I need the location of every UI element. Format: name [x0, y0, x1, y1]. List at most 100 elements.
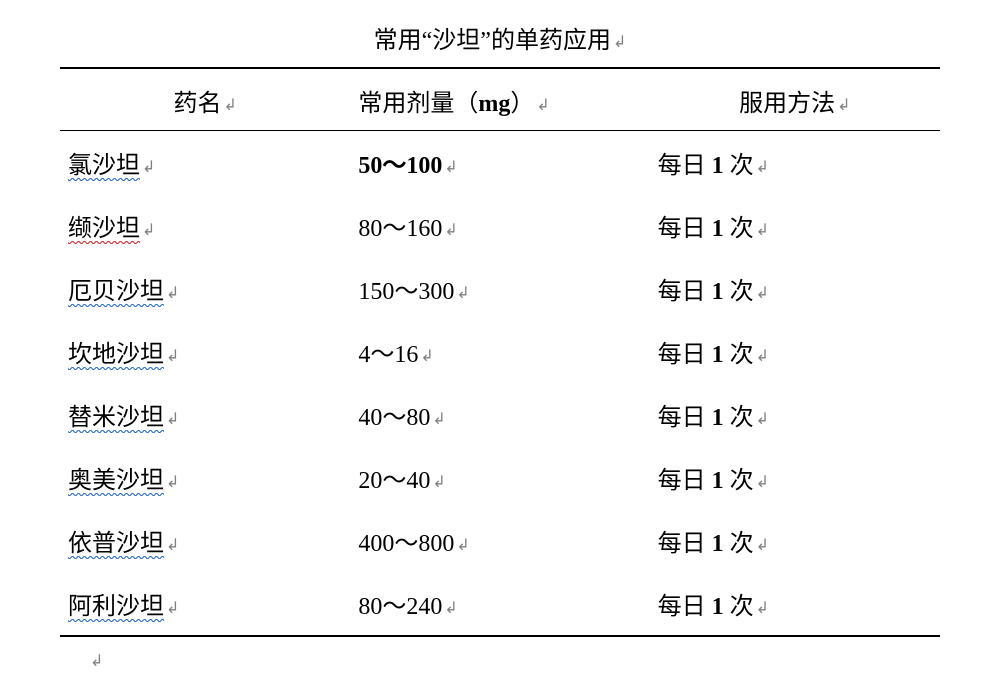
table-body: 氯沙坦↲50～100↲每日 1 次↲缬沙坦↲80～160↲每日 1 次↲厄贝沙坦…	[60, 131, 940, 637]
usage-count: 1	[712, 153, 724, 179]
column-header-name-text: 药名	[173, 91, 221, 117]
table-row: 阿利沙坦↲80～240↲每日 1 次↲	[60, 572, 940, 636]
return-mark-icon: ↲	[444, 157, 457, 177]
document-page: 常用“沙坦”的单药应用↲ 药名↲ 常用剂量（mg）↲ 服用方法↲ 氯沙坦↲50～…	[0, 0, 1000, 674]
drug-name-text: 缬沙坦	[68, 216, 140, 244]
cell-drug-name: 缬沙坦↲	[60, 194, 350, 257]
usage-count: 1	[712, 342, 724, 368]
dose-text: 400～800	[358, 531, 454, 557]
table-header-row: 药名↲ 常用剂量（mg）↲ 服用方法↲	[60, 68, 940, 131]
cell-drug-name: 依普沙坦↲	[60, 509, 350, 572]
return-mark-icon: ↲	[166, 409, 179, 429]
column-header-name: 药名↲	[60, 68, 350, 131]
cell-usage: 每日 1 次↲	[650, 509, 940, 572]
return-mark-icon: ↲	[420, 346, 433, 366]
cell-dose: 4～16↲	[350, 320, 649, 383]
cell-dose: 50～100↲	[350, 131, 649, 195]
usage-count: 1	[712, 405, 724, 431]
return-mark-icon: ↲	[432, 409, 445, 429]
drug-name-text: 坎地沙坦	[68, 342, 164, 370]
usage-pre-text: 每日	[658, 216, 712, 242]
drug-name-text: 阿利沙坦	[68, 594, 164, 622]
cell-drug-name: 氯沙坦↲	[60, 131, 350, 195]
usage-pre-text: 每日	[658, 594, 712, 620]
cell-drug-name: 奥美沙坦↲	[60, 446, 350, 509]
return-mark-icon: ↲	[756, 472, 769, 492]
cell-dose: 400～800↲	[350, 509, 649, 572]
dose-text: 20～40	[358, 468, 430, 494]
cell-dose: 80～160↲	[350, 194, 649, 257]
drug-name-text: 奥美沙坦	[68, 468, 164, 496]
column-header-dose-prefix: 常用剂量（	[358, 91, 478, 117]
return-mark-icon: ↲	[756, 220, 769, 240]
cell-dose: 80～240↲	[350, 572, 649, 636]
return-mark-icon: ↲	[756, 409, 769, 429]
usage-post-text: 次	[724, 153, 754, 179]
cell-usage: 每日 1 次↲	[650, 383, 940, 446]
dose-text: 150～300	[358, 279, 454, 305]
return-mark-icon: ↲	[756, 598, 769, 618]
return-mark-icon: ↲	[456, 283, 469, 303]
usage-post-text: 次	[724, 216, 754, 242]
usage-pre-text: 每日	[658, 342, 712, 368]
return-mark-icon: ↲	[756, 157, 769, 177]
usage-post-text: 次	[724, 342, 754, 368]
column-header-usage: 服用方法↲	[650, 68, 940, 131]
return-mark-icon: ↲	[444, 220, 457, 240]
table-row: 替米沙坦↲40～80↲每日 1 次↲	[60, 383, 940, 446]
return-mark-icon: ↲	[142, 220, 155, 240]
dose-text: 80～240	[358, 594, 442, 620]
cell-dose: 150～300↲	[350, 257, 649, 320]
return-mark-icon: ↲	[166, 598, 179, 618]
cell-usage: 每日 1 次↲	[650, 131, 940, 195]
drug-name-text: 厄贝沙坦	[68, 279, 164, 307]
usage-count: 1	[712, 279, 724, 305]
usage-post-text: 次	[724, 279, 754, 305]
dose-text: 40～80	[358, 405, 430, 431]
return-mark-icon: ↲	[536, 95, 549, 115]
return-mark-icon: ↲	[756, 283, 769, 303]
return-mark-icon: ↲	[444, 598, 457, 618]
cell-drug-name: 阿利沙坦↲	[60, 572, 350, 636]
dose-text: 80～160	[358, 216, 442, 242]
cell-drug-name: 坎地沙坦↲	[60, 320, 350, 383]
medication-table: 药名↲ 常用剂量（mg）↲ 服用方法↲ 氯沙坦↲50～100↲每日 1 次↲缬沙…	[60, 67, 940, 637]
column-header-dose: 常用剂量（mg）↲	[350, 68, 649, 131]
usage-count: 1	[712, 531, 724, 557]
table-row: 缬沙坦↲80～160↲每日 1 次↲	[60, 194, 940, 257]
cell-usage: 每日 1 次↲	[650, 194, 940, 257]
return-mark-icon: ↲	[456, 535, 469, 555]
usage-pre-text: 每日	[658, 279, 712, 305]
drug-name-text: 依普沙坦	[68, 531, 164, 559]
table-row: 氯沙坦↲50～100↲每日 1 次↲	[60, 131, 940, 195]
usage-pre-text: 每日	[658, 468, 712, 494]
return-mark-icon: ↲	[90, 651, 103, 671]
usage-post-text: 次	[724, 531, 754, 557]
cell-dose: 20～40↲	[350, 446, 649, 509]
column-header-usage-text: 服用方法	[739, 91, 835, 117]
return-mark-icon: ↲	[166, 535, 179, 555]
column-header-dose-suffix: ）	[510, 91, 534, 117]
return-mark-icon: ↲	[756, 535, 769, 555]
drug-name-text: 氯沙坦	[68, 153, 140, 181]
dose-text: 50～100	[358, 153, 442, 179]
usage-pre-text: 每日	[658, 531, 712, 557]
return-mark-icon: ↲	[837, 95, 850, 115]
usage-count: 1	[712, 594, 724, 620]
usage-count: 1	[712, 216, 724, 242]
return-mark-icon: ↲	[756, 346, 769, 366]
return-mark-icon: ↲	[223, 95, 236, 115]
cell-usage: 每日 1 次↲	[650, 257, 940, 320]
cell-usage: 每日 1 次↲	[650, 446, 940, 509]
cell-drug-name: 厄贝沙坦↲	[60, 257, 350, 320]
dose-text: 4～16	[358, 342, 418, 368]
column-header-dose-unit: mg	[478, 91, 510, 117]
cell-usage: 每日 1 次↲	[650, 320, 940, 383]
cell-usage: 每日 1 次↲	[650, 572, 940, 636]
return-mark-icon: ↲	[166, 283, 179, 303]
return-mark-icon: ↲	[432, 472, 445, 492]
return-mark-icon: ↲	[613, 32, 626, 52]
usage-pre-text: 每日	[658, 405, 712, 431]
trailing-paragraph: ↲	[60, 637, 940, 674]
table-title-row: 常用“沙坦”的单药应用↲	[60, 20, 940, 55]
